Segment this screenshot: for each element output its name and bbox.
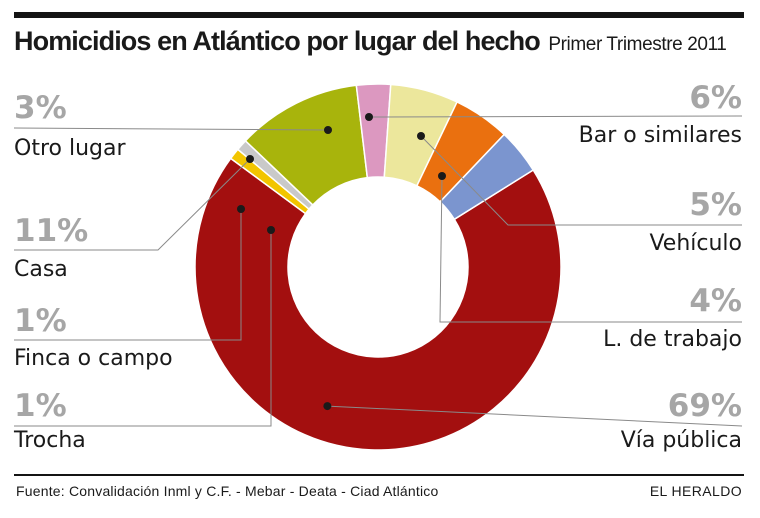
slice-value-via-publica: 69% xyxy=(668,388,742,424)
slice-value-trocha: 1% xyxy=(14,388,67,424)
bottom-rule xyxy=(14,474,744,476)
source-note: Fuente: Convalidación Inml y C.F. - Meba… xyxy=(16,483,439,499)
chart-subtitle: Primer Trimestre 2011 xyxy=(548,34,727,55)
leader-line-bar-o-similares xyxy=(368,115,743,118)
slice-via-publica xyxy=(194,157,562,451)
slice-labels: 69% Vía pública 1% Trocha 1% Finca o campo 11%… xyxy=(13,80,742,453)
leader-dot-via-publica xyxy=(323,402,332,411)
slice-label-finca-o-campo: Finca o campo xyxy=(14,346,173,371)
leader-lines xyxy=(13,113,743,427)
slice-label-vehiculo: Vehículo xyxy=(649,231,742,256)
slice-value-casa: 11% xyxy=(14,213,88,249)
leader-line-finca-o-campo xyxy=(14,209,242,341)
leader-dot-casa xyxy=(246,155,254,163)
slice-label-trocha: Trocha xyxy=(13,428,86,453)
leader-line-via-publica xyxy=(327,405,743,427)
chart-heading: Homicidios en Atlántico por lugar del he… xyxy=(14,26,727,57)
leader-line-trocha xyxy=(14,230,272,427)
slice-label-otro-lugar: Otro lugar xyxy=(14,136,126,161)
leader-line-otro-lugar xyxy=(13,127,329,131)
publisher-brand: EL HERALDO xyxy=(649,483,742,499)
leader-line-l-de-trabajo xyxy=(439,175,742,323)
leader-line-casa xyxy=(14,158,251,251)
slice-label-l-de-trabajo: L. de trabajo xyxy=(603,327,742,352)
leader-dot-vehiculo xyxy=(417,132,425,140)
leader-dot-trocha xyxy=(267,226,275,234)
slice-label-casa: Casa xyxy=(14,257,68,282)
slice-value-l-de-trabajo: 4% xyxy=(689,283,742,319)
top-rule xyxy=(14,12,744,18)
donut-slices xyxy=(194,83,562,451)
slice-label-via-publica: Vía pública xyxy=(621,428,742,453)
leader-dot-bar-o-similares xyxy=(365,113,373,121)
slice-label-bar-o-similares: Bar o similares xyxy=(579,123,742,148)
chart-title: Homicidios en Atlántico por lugar del he… xyxy=(14,26,541,56)
slice-value-vehiculo: 5% xyxy=(689,187,742,223)
slice-value-finca-o-campo: 1% xyxy=(14,303,67,339)
slice-value-bar-o-similares: 6% xyxy=(689,80,742,116)
leader-dot-otro-lugar xyxy=(324,126,332,134)
leader-dot-l-de-trabajo xyxy=(438,172,446,180)
slice-value-otro-lugar: 3% xyxy=(14,90,67,126)
leader-dot-finca-o-campo xyxy=(237,205,245,213)
leader-line-vehiculo xyxy=(420,135,742,226)
